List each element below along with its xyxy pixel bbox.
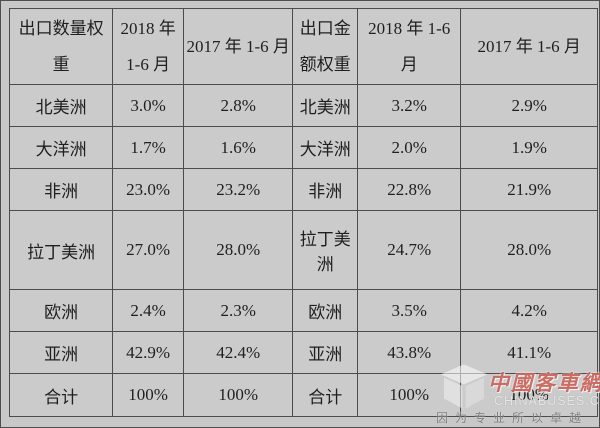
header-2017-jan-jun-value: 2017 年 1-6 月 [460, 8, 598, 85]
value-cell: 2.3% [183, 289, 294, 332]
region-label: 大洋洲 [292, 126, 359, 169]
value-cell: 23.2% [183, 168, 294, 211]
region-label: 拉丁美洲 [8, 210, 114, 290]
region-label: 北美洲 [8, 84, 114, 127]
value-cell: 43.8% [357, 331, 462, 374]
value-cell: 42.4% [183, 331, 294, 374]
region-label: 大洋洲 [8, 126, 114, 169]
region-label: 欧洲 [8, 289, 114, 332]
value-cell: 100% [357, 373, 462, 417]
value-cell: 4.2% [460, 289, 598, 332]
region-label: 亚洲 [292, 331, 359, 374]
table-row-asia: 亚洲 42.9% 42.4% 亚洲 43.8% 41.1% [8, 331, 598, 374]
table-row-africa: 非洲 23.0% 23.2% 非洲 22.8% 21.9% [8, 168, 598, 211]
value-cell: 24.7% [357, 210, 462, 290]
region-label: 合计 [292, 373, 359, 417]
table-row-north-america: 北美洲 3.0% 2.8% 北美洲 3.2% 2.9% [8, 84, 598, 127]
region-label: 欧洲 [292, 289, 359, 332]
header-2018-jan-jun-value: 2018 年 1-6 月 [357, 8, 462, 85]
value-cell: 27.0% [112, 210, 185, 290]
value-cell: 1.9% [460, 126, 598, 169]
value-cell: 1.6% [183, 126, 294, 169]
value-cell: 3.5% [357, 289, 462, 332]
region-label: 拉丁美洲 [292, 210, 359, 290]
region-label: 合计 [8, 373, 114, 417]
region-label: 非洲 [8, 168, 114, 211]
region-label: 非洲 [292, 168, 359, 211]
value-cell: 28.0% [460, 210, 598, 290]
table-row-oceania: 大洋洲 1.7% 1.6% 大洋洲 2.0% 1.9% [8, 126, 598, 169]
header-row: 出口数量权重 2018 年 1-6 月 2017 年 1-6 月 出口金额权重 … [8, 8, 598, 85]
value-cell: 1.7% [112, 126, 185, 169]
value-cell: 3.2% [357, 84, 462, 127]
value-cell: 42.9% [112, 331, 185, 374]
value-cell: 28.0% [183, 210, 294, 290]
header-2018-jan-jun: 2018 年 1-6 月 [112, 8, 185, 85]
value-cell: 41.1% [460, 331, 598, 374]
table-row-europe: 欧洲 2.4% 2.3% 欧洲 3.5% 4.2% [8, 289, 598, 332]
value-cell: 2.0% [357, 126, 462, 169]
region-label: 北美洲 [292, 84, 359, 127]
table-row-total: 合计 100% 100% 合计 100% 100% [8, 373, 598, 417]
value-cell: 3.0% [112, 84, 185, 127]
export-weight-table: 出口数量权重 2018 年 1-6 月 2017 年 1-6 月 出口金额权重 … [8, 8, 598, 417]
value-cell: 100% [460, 373, 598, 417]
value-cell: 2.4% [112, 289, 185, 332]
table-row-latin-america: 拉丁美洲 27.0% 28.0% 拉丁美洲 24.7% 28.0% [8, 210, 598, 290]
value-cell: 21.9% [460, 168, 598, 211]
header-2017-jan-jun: 2017 年 1-6 月 [183, 8, 294, 85]
header-export-quantity-weight: 出口数量权重 [8, 8, 114, 85]
value-cell: 100% [183, 373, 294, 417]
value-cell: 2.8% [183, 84, 294, 127]
value-cell: 2.9% [460, 84, 598, 127]
value-cell: 23.0% [112, 168, 185, 211]
region-label: 亚洲 [8, 331, 114, 374]
header-export-value-weight: 出口金额权重 [292, 8, 359, 85]
value-cell: 100% [112, 373, 185, 417]
value-cell: 22.8% [357, 168, 462, 211]
